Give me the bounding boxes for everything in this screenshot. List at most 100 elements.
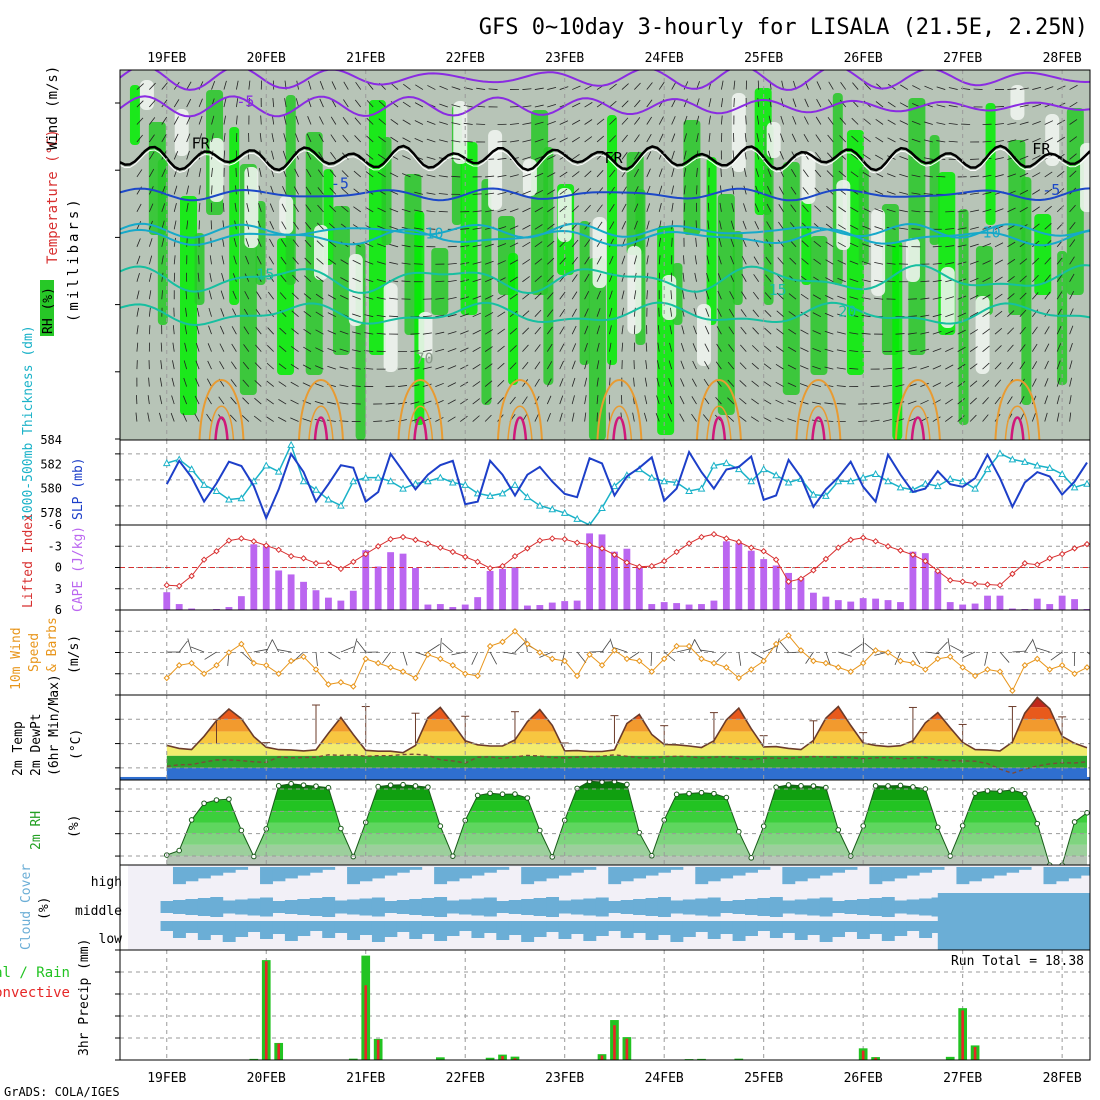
wind-speed-point-49 <box>772 640 780 648</box>
upper-barb-354 <box>339 330 349 335</box>
rh-legend-label: RH (%) <box>41 287 56 334</box>
upper-barb-271 <box>292 274 299 283</box>
upper-barb-150 <box>221 255 225 265</box>
upper-barb-381 <box>366 100 374 108</box>
upper-barb-1438 <box>1019 395 1025 405</box>
cape-bar-8 <box>262 545 270 610</box>
lifted-point-34 <box>586 541 593 549</box>
upper-barb-687 <box>559 205 567 213</box>
upper-barb-445 <box>402 173 411 178</box>
upper-barb-634 <box>522 327 530 335</box>
upper-barb-1474 <box>1044 326 1050 335</box>
upper-barb-894 <box>681 325 685 335</box>
lifted-point-0 <box>163 582 170 589</box>
upper-barb-1418 <box>1007 396 1013 405</box>
cape-bar-10 <box>287 574 295 610</box>
upper-barb-1007 <box>754 203 760 213</box>
upper-barb-258 <box>278 399 287 405</box>
cloud-low-19 <box>396 921 410 932</box>
upper-barb-40 <box>161 82 168 90</box>
cape-bar-29 <box>523 605 531 610</box>
surface-barb-6 <box>241 651 253 662</box>
upper-barb-265 <box>294 168 299 178</box>
upper-barb-822 <box>646 116 653 125</box>
cloud-middle-41 <box>670 900 684 914</box>
upper-barb-50 <box>161 255 164 265</box>
upper-barb-1390 <box>994 259 1004 265</box>
cloud-high-66 <box>981 867 995 879</box>
precip-conv-bar-8 <box>264 961 268 1060</box>
precip-conv-bar-64 <box>961 1010 964 1060</box>
upper-barb-5 <box>136 169 143 178</box>
upper-barb-589 <box>497 243 507 248</box>
upper-barb-70 <box>173 255 176 265</box>
cape-bar-1 <box>175 604 183 610</box>
upper-barb-909 <box>695 237 697 247</box>
wind-speed-point-13 <box>325 681 332 688</box>
lifted-point-45 <box>723 535 730 542</box>
cape-bar-56 <box>859 598 867 610</box>
upper-barb-334 <box>327 330 337 335</box>
upper-barb-1125 <box>826 170 834 178</box>
upper-barb-482 <box>426 120 436 125</box>
upper-barb-970 <box>730 255 735 265</box>
upper-barb-1185 <box>862 171 871 178</box>
upper-barb-626 <box>522 190 531 195</box>
upper-barb-810 <box>633 255 638 265</box>
upper-barb-1175 <box>849 350 859 353</box>
upper-barb-1440 <box>1032 86 1042 90</box>
upper-barb-267 <box>293 204 299 213</box>
thickness-ticklabel-3: 578 <box>40 506 62 520</box>
upper-barb-190 <box>245 255 250 265</box>
upper-barb-1456 <box>1031 361 1038 370</box>
upper-barb-82 <box>186 116 191 125</box>
cloud-high-19 <box>396 867 410 873</box>
cloud-middle-5 <box>222 900 236 914</box>
upper-barb-25 <box>149 168 155 178</box>
upper-barb-967 <box>731 203 735 212</box>
upper-barb-219 <box>253 415 262 422</box>
upper-barb-1395 <box>994 345 1002 352</box>
upper-barb-1019 <box>750 416 759 422</box>
cape-bar-54 <box>834 600 842 610</box>
upper-barb-404 <box>377 154 386 160</box>
lifted-point-16 <box>362 550 369 558</box>
wind-speed-point-22 <box>437 655 444 663</box>
upper-barb-19 <box>135 412 138 422</box>
upper-barb-207 <box>258 203 262 212</box>
upper-barb-1275 <box>920 348 930 353</box>
cape-bar-20 <box>412 567 419 610</box>
upper-barb-690 <box>559 257 567 265</box>
wind-speed-point-70 <box>1034 655 1041 663</box>
upper-barb-1278 <box>920 399 929 405</box>
bottom-date-25feb: 25FEB <box>744 1071 783 1086</box>
cape-bar-23 <box>449 607 457 610</box>
wind-speed-point-4 <box>213 662 220 669</box>
upper-barb-648 <box>534 224 543 230</box>
upper-barb-515 <box>447 348 457 353</box>
upper-barb-929 <box>706 237 710 247</box>
rh-point-34 <box>586 780 593 785</box>
upper-barb-167 <box>234 202 237 212</box>
upper-barb-518 <box>447 399 456 405</box>
cloud-low-11 <box>297 921 311 936</box>
upper-barb-55 <box>160 342 163 352</box>
rh-point-69 <box>1022 790 1028 797</box>
cloud-high-24 <box>459 867 472 879</box>
upper-barb-895 <box>680 342 685 352</box>
upper-barb-403 <box>378 136 386 143</box>
upper-legend: RH (%) Temperature (°C) Wind (m/s) (mill… <box>40 66 82 336</box>
upper-barb-931 <box>706 272 710 282</box>
upper-barb-537 <box>460 381 469 387</box>
upper-barb-1258 <box>907 400 917 405</box>
upper-barb-303 <box>318 133 324 143</box>
upper-barb-1491 <box>1056 274 1063 282</box>
upper-barb-579 <box>484 414 492 422</box>
upper-barb-653 <box>534 309 542 317</box>
upper-barb-615 <box>509 345 517 352</box>
rh-dry-cell-22 <box>905 238 920 282</box>
upper-barb-950 <box>718 255 722 265</box>
thickness-point-3 <box>200 480 208 488</box>
upper-barb-126 <box>211 185 213 195</box>
upper-barb-43 <box>161 134 167 143</box>
